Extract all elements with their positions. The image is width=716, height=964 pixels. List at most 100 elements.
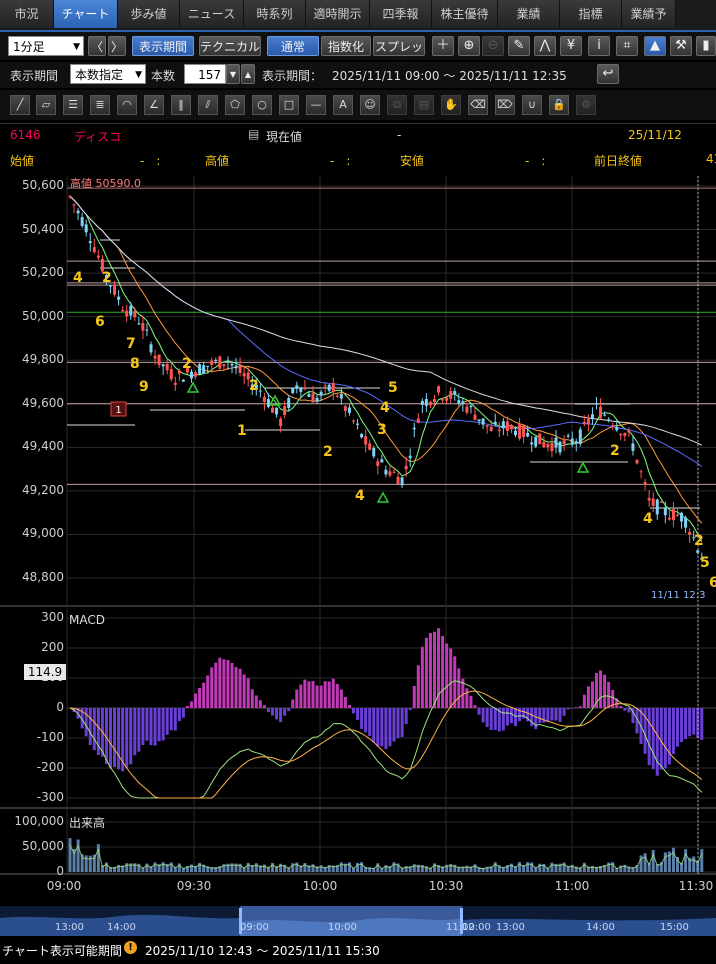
macd-histogram-bar: [88, 708, 92, 745]
my-chart-icon[interactable]: ⌗: [616, 36, 638, 56]
macd-histogram-bar: [388, 708, 392, 747]
macd-histogram-bar: [599, 670, 603, 708]
tab-3[interactable]: ニュース: [180, 0, 244, 28]
trend-line-icon[interactable]: ╱: [10, 95, 30, 115]
circle-icon[interactable]: ○: [252, 95, 272, 115]
period-navigator[interactable]: 13:00 14:00 09:00 10:00 11:00 12:00 13:00 14:00…: [0, 906, 716, 936]
next-button[interactable]: 〉: [108, 36, 126, 56]
copy-icon[interactable]: ⧉: [387, 95, 407, 115]
prev-button[interactable]: 〈: [88, 36, 106, 56]
volume-bar: [356, 863, 360, 872]
volume-bar: [287, 867, 291, 872]
macd-histogram-bar: [546, 708, 550, 723]
layers-icon[interactable]: ▤: [414, 95, 434, 115]
yen-icon[interactable]: ¥: [560, 36, 582, 56]
magnet-icon[interactable]: ∪: [522, 95, 542, 115]
zoom-in-icon[interactable]: ⊕: [458, 36, 480, 56]
candle-body: [700, 557, 704, 560]
macd-histogram-bar: [412, 685, 416, 708]
stamp-icon[interactable]: ☺: [360, 95, 380, 115]
macd-axis-label: -100: [36, 730, 64, 744]
display-period-button[interactable]: 表示期間: [132, 36, 194, 56]
area-chart-icon[interactable]: ▲: [644, 36, 666, 56]
pen-icon[interactable]: ✎: [508, 36, 530, 56]
candle-body: [96, 255, 100, 258]
volume-bar: [453, 864, 457, 872]
tab-2[interactable]: 歩み値: [118, 0, 180, 28]
candle-body: [582, 421, 586, 425]
candle-body: [546, 443, 550, 448]
tab-6[interactable]: 四季報: [370, 0, 432, 28]
text-icon[interactable]: A: [333, 95, 353, 115]
tab-8[interactable]: 業績: [498, 0, 560, 28]
candle-body: [611, 425, 615, 427]
macd-histogram-bar: [372, 708, 376, 743]
technical-button[interactable]: テクニカル: [199, 36, 261, 56]
info-icon[interactable]: i: [588, 36, 610, 56]
candle-body: [392, 471, 396, 473]
macd-histogram-bar: [145, 708, 149, 741]
normal-mode-button[interactable]: 通常: [267, 36, 319, 56]
candle-body: [275, 407, 279, 415]
horizontal-lines-icon[interactable]: ☰: [63, 95, 83, 115]
zoom-out-icon[interactable]: ⊖: [482, 36, 504, 56]
tab-4[interactable]: 時系列: [244, 0, 306, 28]
document-icon[interactable]: ▤: [248, 127, 260, 141]
macd-histogram-bar: [234, 667, 238, 708]
volume-bar: [412, 864, 416, 872]
navigator-label: 13:00: [55, 922, 84, 933]
channel-icon[interactable]: ⫽: [198, 95, 218, 115]
line-chart-icon[interactable]: ⋀: [534, 36, 556, 56]
macd-histogram-bar: [327, 681, 331, 708]
fan-icon[interactable]: ∠: [144, 95, 164, 115]
volume-bar: [121, 865, 125, 872]
fibonacci-icon[interactable]: ≣: [90, 95, 110, 115]
settings-icon[interactable]: ▮: [696, 36, 716, 56]
macd-histogram-bar: [623, 708, 627, 711]
indexed-mode-button[interactable]: 指数化: [321, 36, 371, 56]
candle-body: [68, 195, 72, 198]
tab-0[interactable]: 市況: [0, 0, 54, 28]
macd-histogram-bar: [428, 632, 432, 708]
count-up-icon[interactable]: ▲: [241, 64, 255, 84]
gear-icon[interactable]: ⚙: [576, 95, 596, 115]
wave-count-label: 9: [139, 379, 149, 395]
volume-bar: [627, 866, 631, 872]
price-chart[interactable]: 1: [0, 170, 716, 880]
candle-body: [129, 305, 133, 316]
volume-bar: [258, 865, 262, 872]
period-mode-select[interactable]: 本数指定 ▼: [70, 64, 146, 84]
volume-bar: [218, 866, 222, 872]
macd-histogram-bar: [96, 708, 100, 755]
wrench-icon[interactable]: ⚒: [670, 36, 692, 56]
arc-icon[interactable]: ◠: [117, 95, 137, 115]
hand-icon[interactable]: ✋: [441, 95, 461, 115]
macd-histogram-bar: [688, 708, 692, 737]
volume-bar: [80, 854, 84, 872]
spread-mode-button[interactable]: スプレッド: [373, 36, 425, 74]
eraser-all-icon[interactable]: ⌦: [495, 95, 515, 115]
count-down-icon[interactable]: ▼: [226, 64, 240, 84]
ruler-icon[interactable]: ▱: [36, 95, 56, 115]
tab-10[interactable]: 業績予: [622, 0, 676, 28]
volume-bar: [190, 864, 193, 872]
pentagon-icon[interactable]: ⬠: [225, 95, 245, 115]
vertical-lines-icon[interactable]: ‖: [171, 95, 191, 115]
reset-icon[interactable]: ↩: [597, 64, 619, 84]
macd-histogram-bar: [550, 708, 554, 721]
low-label: 安値: [400, 154, 425, 168]
tab-7[interactable]: 株主優待: [432, 0, 498, 28]
tab-9[interactable]: 指標: [560, 0, 622, 28]
count-input[interactable]: 157: [184, 64, 226, 84]
rectangle-icon[interactable]: □: [279, 95, 299, 115]
lock-icon[interactable]: 🔒: [549, 95, 569, 115]
tab-1[interactable]: チャート: [54, 0, 118, 28]
interval-select[interactable]: 1分足 ▼: [8, 36, 84, 56]
eraser-icon[interactable]: ⌫: [468, 95, 488, 115]
crosshair-icon[interactable]: ＋: [432, 36, 454, 56]
wave-count-label: 1: [237, 423, 247, 439]
macd-histogram-bar: [271, 708, 274, 716]
tab-5[interactable]: 適時開示: [306, 0, 370, 28]
wave-count-label: 6: [709, 575, 716, 591]
hline-icon[interactable]: —: [306, 95, 326, 115]
